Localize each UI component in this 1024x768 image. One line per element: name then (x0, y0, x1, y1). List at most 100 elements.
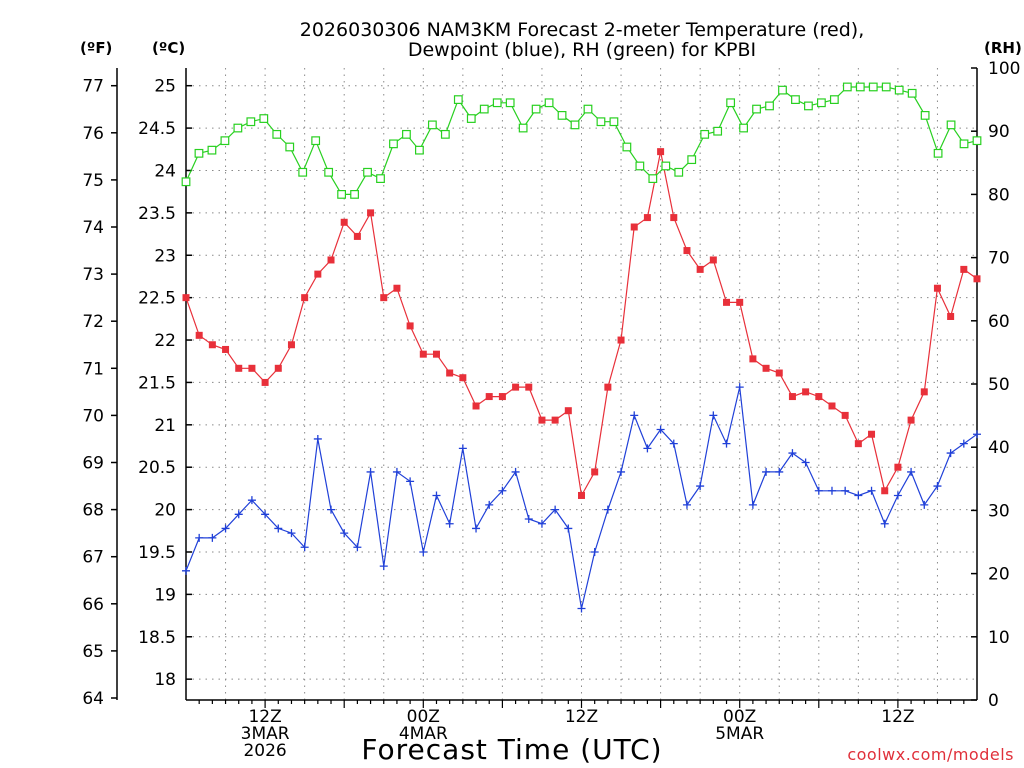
dewpoint-point (669, 439, 678, 448)
dewpoint-point (182, 566, 190, 575)
rh-point (479, 104, 489, 114)
dewpoint-point (946, 449, 955, 458)
temperature-point (564, 407, 572, 415)
dewpoint-point (801, 458, 810, 467)
celsius-tick-label: 21.5 (138, 373, 176, 393)
dewpoint-point (208, 533, 217, 542)
rh-series (181, 82, 982, 199)
temperature-point (235, 364, 243, 372)
dewpoint-point (722, 439, 731, 448)
celsius-tick-label: 22.5 (138, 289, 176, 309)
temperature-point (723, 298, 731, 306)
celsius-tick-label: 19 (154, 585, 176, 605)
rh-point (804, 101, 813, 111)
time-tick-label: 12Z (248, 707, 281, 727)
time-tick-label: 3MAR (241, 724, 290, 744)
rh-axis: 0 10 20 30 40 50 60 70 80 90 100 (971, 59, 1020, 711)
temperature-point (670, 214, 678, 222)
dewpoint-point (195, 533, 204, 542)
rh-point (713, 126, 723, 136)
rh-point (739, 123, 748, 133)
dewpoint-point (748, 500, 757, 509)
temperature-point (261, 378, 269, 386)
dewpoint-point (511, 467, 520, 476)
dewpoint-series (182, 383, 981, 613)
dewpoint-point (406, 477, 415, 486)
rh-point (544, 98, 554, 108)
rh-point (609, 117, 619, 127)
rh-point (765, 101, 774, 111)
temperature-point (340, 218, 348, 226)
temperature-point (538, 416, 546, 424)
temperature-point (933, 284, 941, 292)
celsius-tick-label: 19.5 (138, 543, 176, 563)
temperature-point (472, 402, 480, 410)
celsius-tick-label: 22 (154, 331, 176, 351)
rh-point (687, 155, 697, 165)
temperature-point (683, 247, 691, 255)
temperature-point (973, 275, 981, 283)
temperature-point (432, 350, 440, 358)
dewpoint-point (682, 500, 691, 509)
rh-point (791, 95, 800, 105)
temperature-point (604, 383, 612, 391)
temperature-point (406, 322, 414, 330)
temperature-point (512, 383, 520, 391)
dewpoint-point (234, 510, 243, 519)
temperature-point (393, 284, 401, 292)
rh-tick-label: 40 (988, 438, 1010, 458)
dewpoint-point (735, 383, 744, 392)
temperature-point (736, 298, 744, 306)
rh-point (972, 136, 982, 146)
dewpoint-point (709, 411, 718, 420)
rh-tick-label: 10 (988, 628, 1010, 648)
dewpoint-point (353, 543, 362, 552)
dewpoint-point (379, 562, 388, 571)
temperature-point (578, 491, 585, 499)
fahrenheit-axis: 64 65 66 67 68 69 70 71 72 73 74 75 76 77 (82, 68, 118, 709)
rh-point (700, 129, 710, 139)
temperature-point (788, 393, 796, 401)
rh-point (298, 167, 308, 177)
rh-point (778, 85, 787, 95)
dewpoint-point (959, 439, 968, 448)
dewpoint-point (656, 425, 665, 434)
rh-axis-label: (RH) (984, 39, 1022, 57)
dewpoint-point (775, 467, 784, 476)
rh-point (233, 123, 243, 133)
time-tick-label: 00Z (723, 707, 756, 727)
temperature-point (762, 364, 770, 372)
dewpoint-point (617, 467, 626, 476)
rh-point (894, 85, 904, 95)
dewpoint-point (907, 467, 916, 476)
rh-point (324, 167, 334, 177)
fahrenheit-tick-label: 74 (82, 218, 104, 238)
rh-point (181, 177, 191, 187)
rh-point (583, 104, 593, 114)
temperature-point (287, 341, 295, 349)
credit-text: coolwx.com/models (847, 745, 1014, 764)
time-tick-label: 00Z (407, 707, 440, 727)
temperature-point (419, 350, 427, 358)
dewpoint-point (313, 434, 322, 443)
temperature-point (301, 294, 309, 302)
rh-point (415, 145, 424, 155)
rh-tick-label: 90 (988, 122, 1010, 142)
time-tick-label: 12Z (881, 707, 914, 727)
celsius-tick-label: 18 (154, 670, 176, 690)
celsius-tick-label: 25 (154, 77, 176, 97)
rh-point (557, 110, 567, 120)
rh-point (427, 120, 437, 130)
rh-tick-label: 80 (988, 185, 1010, 205)
dewpoint-point (445, 519, 454, 528)
temperature-point (525, 383, 533, 391)
rh-point (246, 117, 256, 127)
rh-point (920, 110, 930, 120)
dewpoint-point (603, 505, 612, 514)
celsius-tick-label: 21 (154, 416, 176, 436)
temperature-point (248, 364, 256, 372)
dewpoint-point (537, 519, 546, 528)
rh-point (518, 123, 528, 133)
